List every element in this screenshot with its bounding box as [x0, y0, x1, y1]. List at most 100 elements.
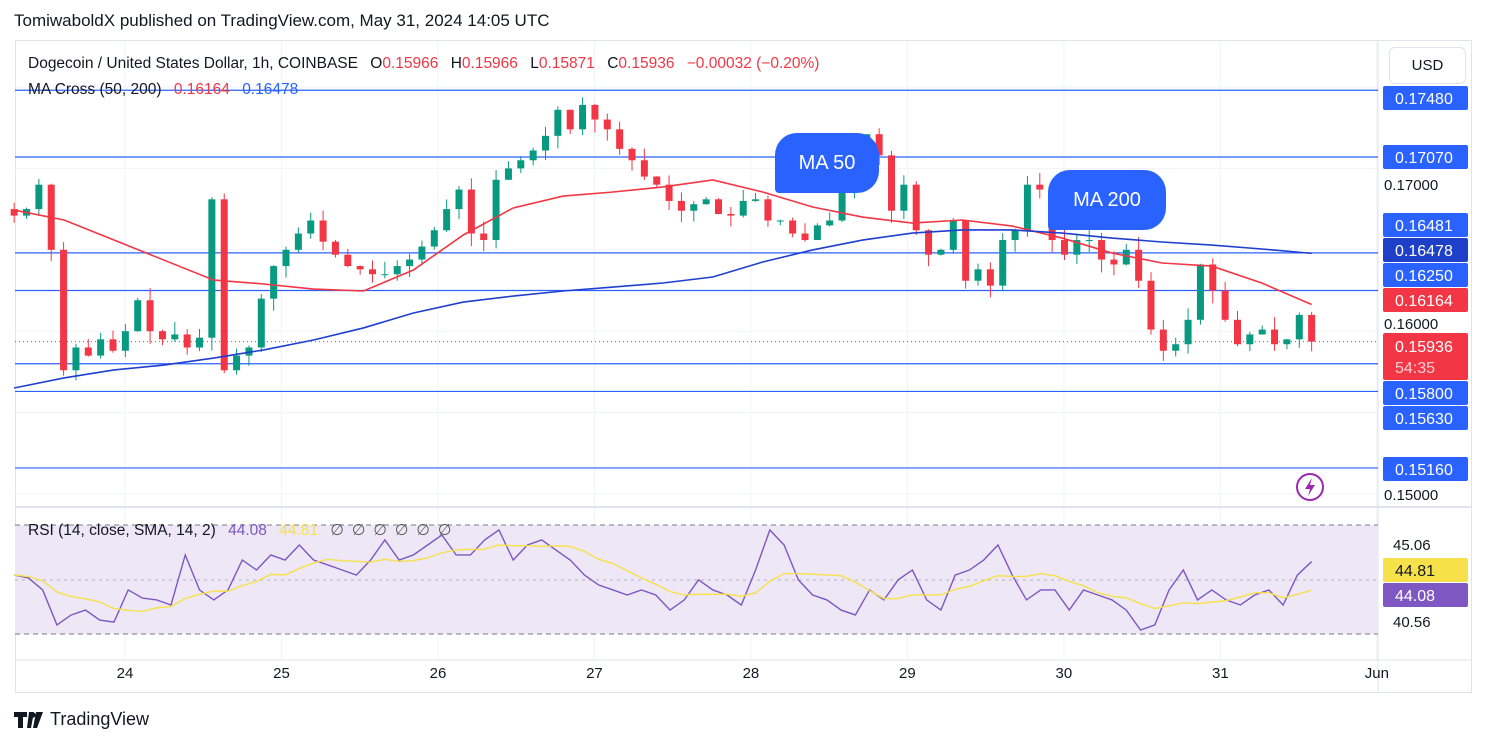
candle-body — [764, 199, 772, 221]
candle-body — [986, 269, 994, 286]
candle-body — [579, 104, 587, 130]
price-label-badge — [1383, 238, 1468, 262]
candle-body — [331, 241, 339, 255]
candle-body — [1085, 240, 1093, 242]
candle-body — [356, 266, 364, 270]
candle-body — [554, 109, 562, 136]
candle-body — [1172, 344, 1180, 351]
rsi-empty-value: ∅ — [416, 522, 430, 539]
candle-body — [208, 199, 216, 338]
candle-body — [97, 339, 105, 356]
rsi-legend: RSI (14, close, SMA, 14, 2) 44.08 44.81 … — [28, 521, 451, 540]
symbol-legend: Dogecoin / United States Dollar, 1h, COI… — [28, 55, 819, 73]
candle-body — [1184, 319, 1192, 345]
open-label: O — [370, 55, 383, 72]
candle-body — [1258, 329, 1266, 335]
candle-body — [171, 334, 179, 340]
candle-body — [60, 249, 68, 371]
time-tick-label: 28 — [743, 665, 760, 682]
candle-body — [1221, 290, 1229, 320]
candle-body — [406, 259, 414, 267]
candle-body — [1122, 249, 1130, 265]
candle-body — [1036, 184, 1044, 190]
candle-body — [826, 220, 834, 226]
candle-body — [10, 209, 18, 216]
candle-body — [109, 339, 117, 351]
ma-legend: MA Cross (50, 200) 0.16164 0.16478 — [28, 81, 298, 99]
candle-body — [838, 192, 846, 221]
candle-body — [430, 230, 438, 247]
time-tick-label: 29 — [899, 665, 916, 682]
candle-body — [1209, 264, 1217, 291]
candle-body — [566, 109, 574, 130]
candle-body — [455, 189, 463, 210]
candle-body — [900, 184, 908, 211]
candle-body — [591, 104, 599, 120]
candle-body — [307, 220, 315, 234]
candle-body — [875, 134, 883, 156]
rsi-sma-line — [14, 544, 1312, 613]
price-label-text: 0.15630 — [1395, 411, 1453, 428]
candle-body — [949, 220, 957, 250]
time-tick-label: 26 — [430, 665, 447, 682]
rsi-line — [14, 528, 1313, 631]
low-value: 0.15871 — [538, 55, 595, 72]
candle-body — [220, 199, 228, 371]
candle-body — [134, 300, 142, 332]
time-tick-label: 24 — [117, 665, 134, 682]
price-label-badge — [1383, 145, 1468, 169]
candle-body — [1135, 249, 1143, 281]
ma200-annotation[interactable]: MA 200 — [1048, 170, 1166, 230]
candle-body — [282, 249, 290, 267]
candle-body — [529, 150, 537, 161]
candle-body — [789, 220, 797, 234]
time-tick-label: Jun — [1365, 665, 1389, 682]
candle-body — [504, 168, 512, 180]
published-caption: TomiwaboldX published on TradingView.com… — [14, 11, 550, 30]
ma50-annotation[interactable]: MA 50 — [775, 133, 879, 193]
currency-button[interactable]: USD — [1389, 47, 1466, 84]
candle-body — [801, 233, 809, 241]
candle-body — [752, 199, 760, 201]
rsi-extras: ∅ ∅ ∅ ∅ ∅ ∅ — [322, 522, 451, 539]
candle-body — [443, 209, 451, 231]
candle-body — [962, 220, 970, 281]
price-tick-label: 0.15000 — [1384, 487, 1438, 504]
open-value: 0.15966 — [382, 55, 439, 72]
candle-body — [1023, 184, 1031, 231]
candle-body — [517, 160, 525, 169]
candle-body — [677, 200, 685, 211]
candle-body — [84, 347, 92, 356]
bar-countdown-text: 54:35 — [1395, 360, 1435, 377]
lightning-glyph — [1305, 478, 1315, 496]
candle-body — [270, 266, 278, 299]
candle-body — [1061, 240, 1069, 255]
candle-body — [1196, 264, 1204, 320]
candle-body — [653, 176, 661, 185]
candle-body — [813, 225, 821, 241]
candle-body — [35, 184, 43, 210]
ma-label: MA Cross (50, 200) — [28, 81, 162, 98]
candle-body — [702, 199, 710, 205]
rsi-sma-value: 44.81 — [279, 522, 319, 539]
price-label-text: 0.16481 — [1395, 218, 1453, 235]
candle-body — [393, 266, 401, 275]
rsi-value-badge-text: 44.08 — [1395, 588, 1435, 605]
chart-frame — [15, 40, 1472, 693]
price-label-badge — [1383, 381, 1468, 405]
candle-body — [888, 155, 896, 211]
change-value: −0.00032 (−0.20%) — [686, 55, 820, 72]
candle-body — [1283, 339, 1291, 345]
candle-body — [1308, 314, 1316, 342]
price-label-text: 0.16164 — [1395, 293, 1453, 310]
candle-body — [1271, 329, 1279, 345]
candle-body — [776, 220, 784, 222]
price-label-badge — [1383, 86, 1468, 110]
candle-body — [999, 240, 1007, 286]
candle-body — [603, 119, 611, 130]
candle-body — [616, 129, 624, 149]
price-label-text: 0.16478 — [1395, 243, 1453, 260]
rsi-empty-value: ∅ — [437, 522, 452, 539]
price-label-text: 0.16250 — [1395, 268, 1453, 285]
